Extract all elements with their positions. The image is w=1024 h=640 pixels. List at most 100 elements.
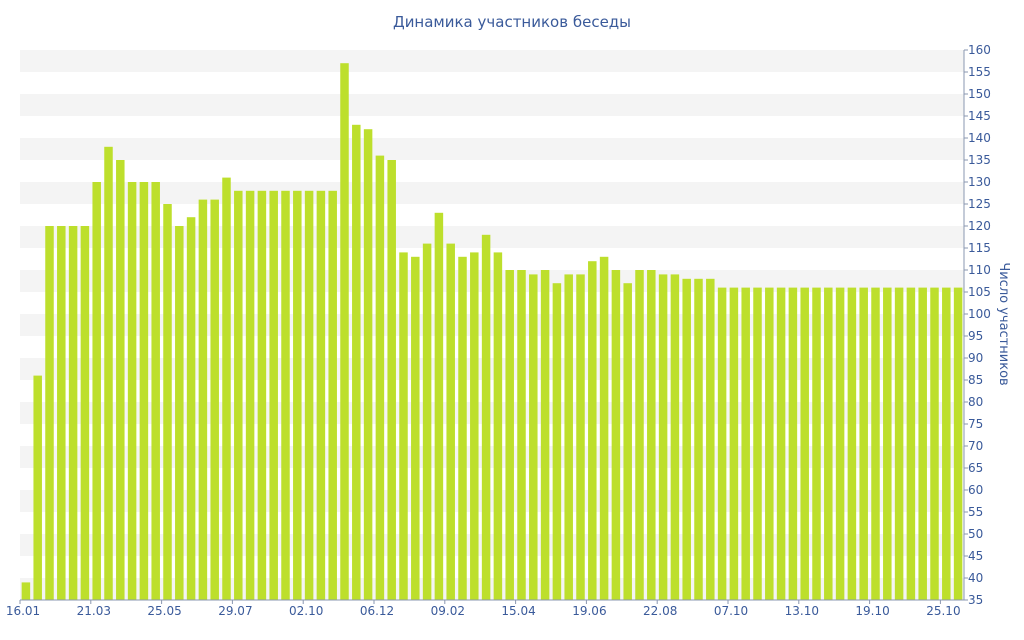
bar	[717, 287, 727, 600]
bar	[824, 287, 833, 600]
bar	[375, 155, 385, 600]
y-tick-label: 100	[968, 307, 991, 321]
bar	[658, 274, 668, 600]
y-tick-label: 35	[968, 593, 983, 607]
grid-band	[20, 226, 964, 248]
bar	[257, 190, 267, 601]
bar	[80, 226, 90, 600]
x-tick-label: 16.01	[6, 604, 40, 618]
bar-series	[21, 63, 963, 601]
bar	[788, 287, 798, 600]
bar	[835, 287, 845, 600]
bar	[847, 287, 857, 600]
bar	[470, 252, 479, 600]
y-tick-label: 140	[968, 131, 991, 145]
bar	[293, 190, 302, 601]
bar	[706, 278, 715, 600]
bar	[304, 190, 314, 601]
bar	[434, 212, 444, 601]
bar	[800, 287, 809, 600]
y-tick-label: 60	[968, 483, 983, 497]
grid-band	[20, 270, 964, 292]
bar	[635, 270, 644, 600]
chart-title: Динамика участников беседы	[393, 13, 631, 31]
bar	[163, 204, 172, 600]
x-tick-label: 19.10	[855, 604, 889, 618]
grid-band	[20, 534, 964, 556]
bar	[139, 182, 149, 600]
y-tick-label: 80	[968, 395, 983, 409]
bar	[458, 256, 467, 600]
bar	[352, 124, 361, 601]
bar	[316, 190, 326, 601]
bar	[741, 287, 750, 600]
bar	[505, 270, 514, 600]
x-tick-label: 13.10	[785, 604, 819, 618]
bar	[210, 199, 219, 600]
y-tick-label: 145	[968, 109, 991, 123]
bar	[281, 190, 290, 601]
bar	[222, 177, 231, 600]
y-tick-label: 70	[968, 439, 983, 453]
bar	[399, 252, 408, 600]
y-tick-label: 95	[968, 329, 983, 343]
bar	[859, 287, 868, 600]
grid-band	[20, 402, 964, 424]
bar	[116, 160, 125, 600]
y-tick-label: 160	[968, 43, 991, 57]
grid-band	[20, 446, 964, 468]
y-tick-label: 90	[968, 351, 983, 365]
bar	[234, 190, 243, 601]
bar	[753, 287, 762, 600]
bar	[387, 160, 396, 600]
grid-band	[20, 94, 964, 116]
bar	[104, 146, 113, 601]
bar	[529, 274, 538, 600]
y-tick-label: 105	[968, 285, 991, 299]
bar	[883, 287, 892, 600]
x-tick-label: 09.02	[431, 604, 465, 618]
bar	[411, 256, 420, 600]
y-tick-label: 45	[968, 549, 983, 563]
bar	[682, 278, 691, 600]
y-tick-label: 75	[968, 417, 983, 431]
x-tick-label: 25.10	[926, 604, 960, 618]
bar	[493, 252, 503, 600]
bar	[599, 256, 609, 600]
bar	[517, 270, 526, 600]
bar	[942, 287, 951, 600]
bar	[422, 243, 432, 600]
bar	[340, 63, 349, 600]
bar	[21, 582, 31, 600]
x-tick-label: 22.08	[643, 604, 677, 618]
bar	[552, 283, 562, 600]
bar	[186, 217, 196, 600]
bar	[906, 287, 916, 600]
x-tick-label: 21.03	[77, 604, 111, 618]
bar	[57, 226, 66, 600]
bar	[151, 182, 160, 600]
bar	[328, 190, 337, 601]
bar	[68, 226, 78, 600]
y-tick-label: 40	[968, 571, 983, 585]
bar	[894, 287, 904, 600]
bar	[694, 278, 703, 600]
y-tick-label: 55	[968, 505, 983, 519]
bar	[670, 274, 680, 600]
grid-band	[20, 490, 964, 512]
x-tick-label: 06.12	[360, 604, 394, 618]
bar	[871, 287, 880, 600]
y-tick-label: 115	[968, 241, 991, 255]
grid-band	[20, 358, 964, 380]
y-tick-label: 130	[968, 175, 991, 189]
bar	[647, 270, 656, 600]
grid-band	[20, 138, 964, 160]
bar	[33, 375, 42, 600]
x-tick-label: 29.07	[218, 604, 252, 618]
bar	[92, 182, 101, 600]
y-tick-label: 135	[968, 153, 991, 167]
bar	[127, 182, 137, 600]
y-tick-label: 125	[968, 197, 991, 211]
bar	[611, 270, 621, 600]
